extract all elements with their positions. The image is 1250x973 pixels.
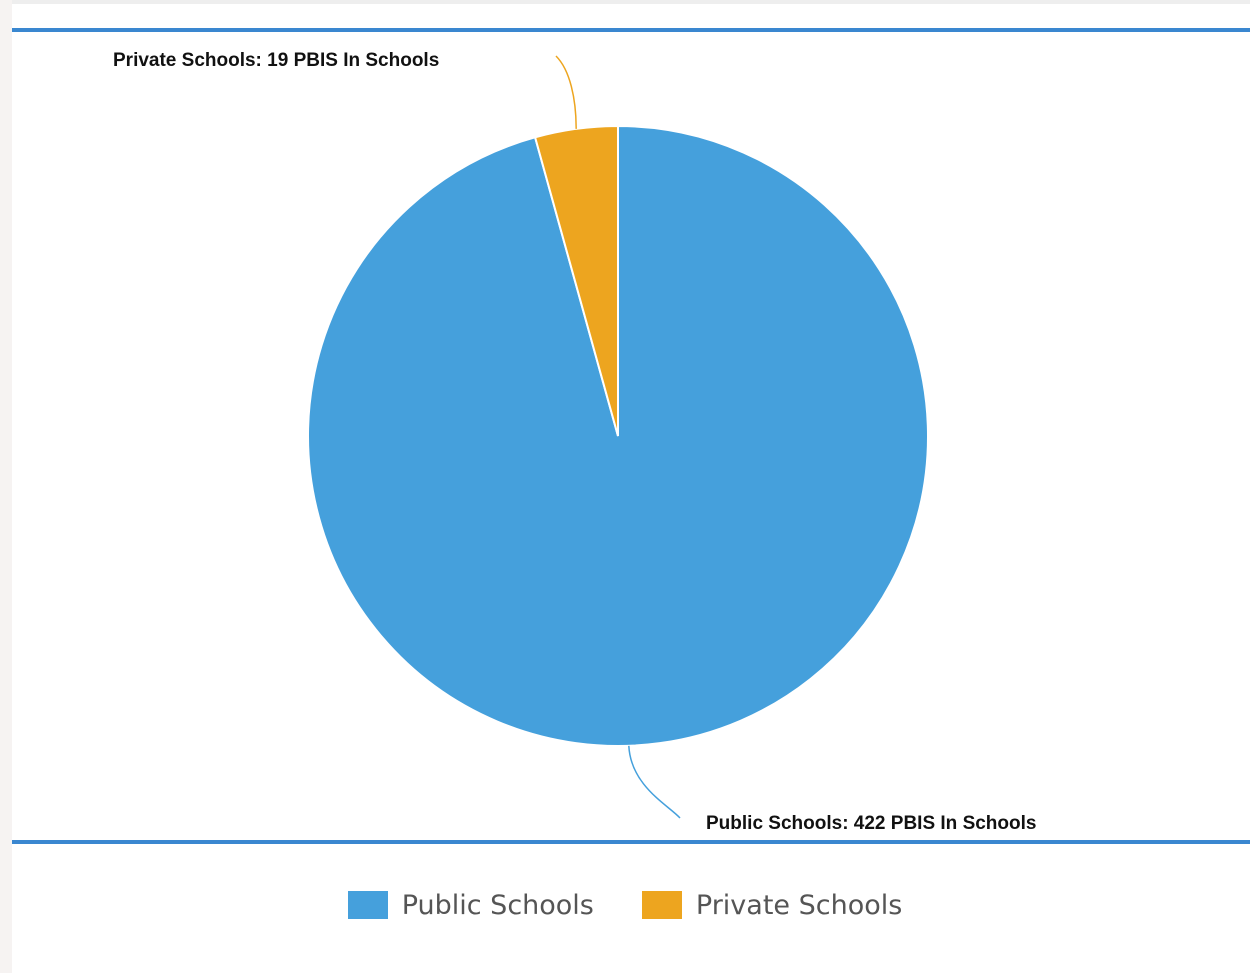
- legend-item-public-schools[interactable]: Public Schools: [347, 889, 594, 921]
- pie-slices: [307, 124, 929, 747]
- chart-legend: Public Schools Private Schools: [0, 880, 1250, 930]
- connector-public-schools: [628, 745, 681, 819]
- top-divider: [12, 0, 1250, 4]
- connector-private-schools: [555, 55, 577, 129]
- legend-item-private-schools[interactable]: Private Schools: [641, 889, 903, 921]
- legend-label-public-schools: Public Schools: [401, 889, 594, 921]
- legend-label-private-schools: Private Schools: [695, 889, 903, 921]
- data-label-connectors: [555, 55, 681, 819]
- data-label-private-schools: Private Schools: 19 PBIS In Schools: [113, 50, 439, 71]
- data-label-public-schools: Public Schools: 422 PBIS In Schools: [706, 813, 1036, 834]
- legend-swatch-public-schools: [347, 891, 388, 919]
- legend-swatch-private-schools: [641, 891, 682, 919]
